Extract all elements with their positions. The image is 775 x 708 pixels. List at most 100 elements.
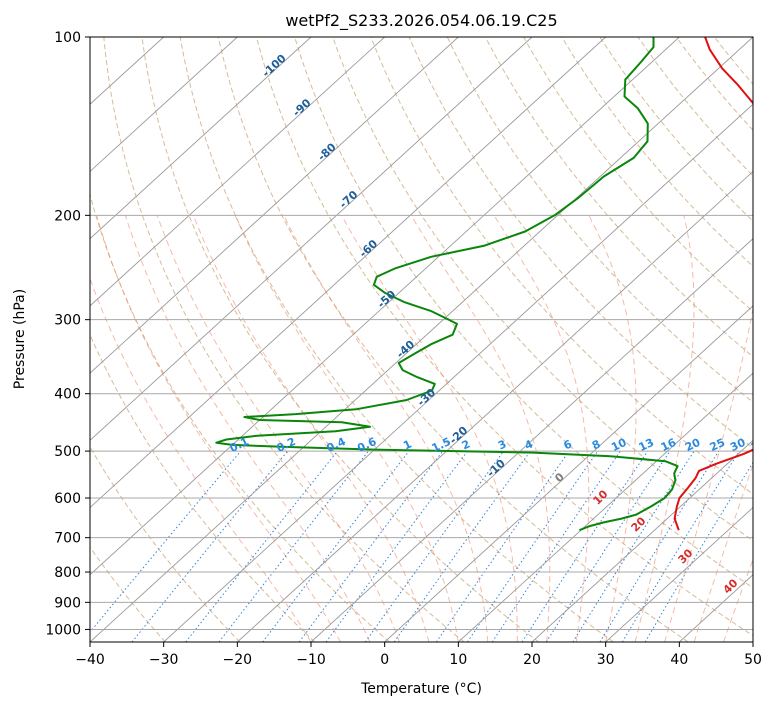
moist-adiabat-label: 40 (721, 576, 741, 596)
moist-adiabat-line (341, 215, 518, 642)
y-tick-label: 1000 (45, 622, 81, 638)
mixing-ratio-line (467, 450, 599, 642)
mixing-ratio-line (545, 450, 671, 642)
dry-adiabat-line (637, 37, 753, 177)
mixing-ratio-label: 13 (637, 436, 656, 454)
mixing-ratio-label: 16 (659, 436, 679, 454)
moist-adiabat-line (234, 215, 459, 642)
mixing-ratio-line (435, 450, 570, 642)
mixing-ratio-label: 0.4 (325, 435, 348, 455)
mixing-ratio-label: 10 (609, 436, 629, 454)
y-tick-label: 400 (54, 387, 81, 403)
dry-adiabat-line (90, 445, 241, 642)
mixing-ratio-line (185, 450, 338, 642)
isotherm-line (90, 37, 753, 642)
moist-adiabat-line (410, 215, 551, 642)
isotherm-label: -80 (315, 140, 339, 163)
mixing-ratio-line (262, 450, 410, 642)
chart-title: wetPf2_S233.2026.054.06.19.C25 (285, 11, 557, 31)
x-tick-label: 50 (744, 652, 762, 668)
plot-area: -100-90-80-70-60-50-40-30-20-10 010203040… (90, 37, 769, 642)
x-tick-label: 0 (380, 652, 389, 668)
dry-adiabat-line (256, 37, 753, 637)
isotherm-line (90, 37, 238, 173)
moist-adiabat-line (588, 215, 637, 642)
x-tick-label: −30 (149, 652, 179, 668)
mixing-ratio-label: 0.6 (355, 435, 378, 455)
mixing-ratio-line (325, 450, 468, 642)
dry-adiabat-line (408, 37, 753, 449)
dry-adiabat-line (332, 37, 753, 542)
moist-adiabat-line (96, 215, 341, 642)
moist-adiabat-label: 10 (591, 487, 611, 507)
temperature-line (673, 37, 753, 531)
dry-adiabat-line (90, 333, 316, 642)
dry-adiabat-line (446, 37, 753, 403)
dry-adiabat-line (90, 192, 390, 642)
y-tick-label: 700 (54, 531, 81, 547)
y-tick-label: 200 (54, 208, 81, 224)
isotherm-label: -70 (337, 188, 361, 211)
isotherm-line (531, 439, 753, 642)
isotherm-line (384, 305, 753, 642)
isotherm-line (163, 103, 753, 642)
mixing-ratio-label: 30 (728, 436, 748, 454)
dry-adiabat-line (294, 37, 753, 589)
dry-adiabat-line (370, 37, 753, 495)
x-tick-label: −10 (296, 652, 326, 668)
isotherm-label: -60 (357, 237, 381, 260)
isotherm-label: -40 (394, 338, 418, 361)
moist-adiabat-line (156, 215, 400, 642)
mixing-ratio-line (572, 450, 695, 642)
isotherm-line (752, 641, 753, 642)
isotherm-label: -100 (260, 52, 289, 80)
x-tick-label: 10 (449, 652, 467, 668)
y-tick-label: 900 (54, 595, 81, 611)
y-tick-label: 300 (54, 313, 81, 329)
mixing-ratio-label: 0.2 (275, 435, 298, 455)
isotherm-label: -90 (290, 96, 314, 119)
isotherm-line (605, 506, 753, 642)
y-tick-label: 100 (54, 30, 81, 46)
mixing-ratio-line (521, 450, 649, 642)
isotherm-label: -10 (484, 457, 508, 480)
x-tick-label: 30 (597, 652, 615, 668)
x-tick-label: −40 (75, 652, 105, 668)
isotherm-line (310, 238, 753, 642)
x-tick-label: −20 (223, 652, 253, 668)
dry-adiabat-line (217, 37, 689, 642)
moist-adiabat-line (90, 277, 312, 642)
mixing-ratio-label: 6 (561, 437, 574, 452)
dry-adiabat-line (484, 37, 753, 358)
dry-adiabat-line (523, 37, 753, 313)
mixing-ratio-label: 36 (749, 436, 769, 454)
isotherm-label: -30 (415, 386, 439, 409)
y-tick-label: 500 (54, 444, 81, 460)
mixing-ratio-line (298, 450, 444, 642)
mixing-ratio-line (599, 450, 720, 642)
isotherm-line (90, 37, 533, 441)
y-axis: 1000 900 800 700 600 500 400 300 200 100 (45, 30, 90, 638)
dry-adiabat-line (141, 37, 540, 642)
x-axis-label: Temperature (°C) (360, 681, 482, 697)
mixing-ratio-line (218, 450, 369, 642)
y-tick-label: 800 (54, 565, 81, 581)
isotherm-line (90, 37, 459, 374)
mixing-ratio-label: 3 (496, 437, 508, 452)
isotherm-label: -50 (375, 288, 399, 311)
moist-adiabat-line (693, 462, 753, 642)
mixing-ratio-line (364, 450, 505, 642)
mixing-ratio-line (644, 461, 753, 642)
moist-adiabat-line (124, 215, 371, 642)
dewpoint-line (215, 37, 679, 532)
isotherm-line (90, 37, 385, 307)
moist-adiabat-label: 20 (629, 514, 649, 534)
y-tick-label: 600 (54, 491, 81, 507)
mixing-ratio-line (90, 450, 242, 633)
dry-adiabat-line (103, 37, 465, 642)
dry-adiabat-line (179, 37, 614, 642)
mixing-ratio-label: 2 (460, 437, 472, 452)
isotherm-line (90, 37, 606, 509)
moist-adiabat-line (634, 215, 695, 642)
